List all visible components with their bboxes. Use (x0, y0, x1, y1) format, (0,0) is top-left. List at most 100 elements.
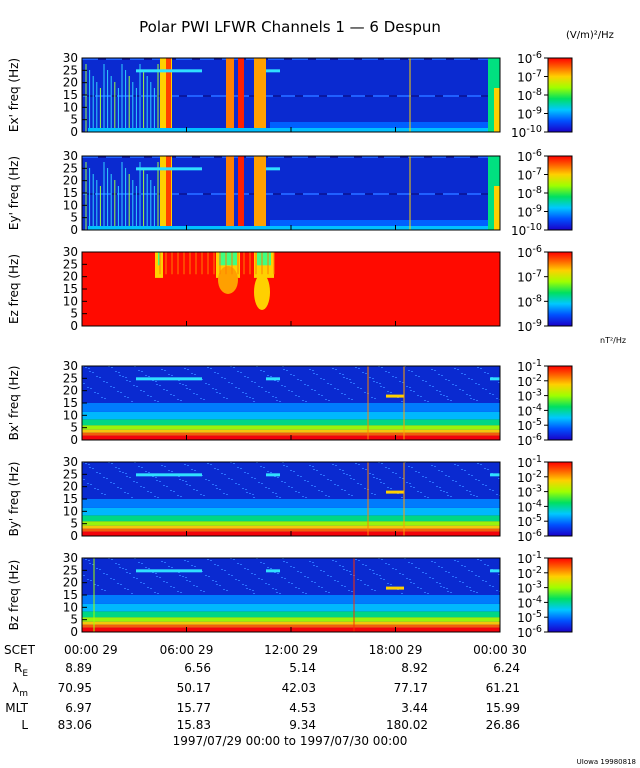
y-tick-label: 15 (63, 186, 78, 200)
spectrogram-image (82, 58, 500, 132)
y-tick-label: 10 (63, 100, 78, 114)
y-tick-label: 20 (63, 270, 78, 284)
colorbar-tick-label: 10-5 (517, 417, 542, 433)
colorbar-tick-label: 10-3 (517, 580, 542, 596)
y-tick-label: 15 (63, 282, 78, 296)
ephemeris-value: 15.99 (486, 701, 520, 715)
ephemeris-value: 15.83 (177, 718, 211, 732)
y-tick-label: 10 (63, 504, 78, 518)
credit-label: UIowa 19980818 (577, 758, 636, 766)
ephemeris-value: 6.24 (493, 661, 520, 675)
x-tick-label: 00:00 29 (64, 643, 118, 657)
y-tick-label: 25 (63, 161, 78, 175)
spectrogram-image (82, 558, 500, 632)
y-tick-label: 5 (70, 613, 78, 627)
y-tick-label: 15 (63, 396, 78, 410)
colorbar: 10-6 10-7 10-8 10-9 10-10 (511, 50, 573, 140)
colorbar-tick-label: 10-1 (517, 454, 542, 470)
y-tick-label: 10 (63, 408, 78, 422)
colorbar-tick-label: 10-4 (517, 498, 542, 514)
colorbar-tick-label: 10-6 (517, 528, 542, 544)
spectrogram-image (82, 252, 500, 326)
colorbar-tick-label: 10-5 (517, 609, 542, 625)
colorbar-tick-label: 10-6 (517, 432, 542, 448)
colorbar-tick-label: 10-2 (517, 469, 542, 485)
y-tick-label: 0 (70, 433, 78, 447)
y-tick-label: 0 (70, 625, 78, 639)
date-range: 1997/07/29 00:00 to 1997/07/30 00:00 (173, 734, 408, 748)
y-tick-label: 20 (63, 384, 78, 398)
y-tick-label: 0 (70, 125, 78, 139)
y-tick-label: 0 (70, 319, 78, 333)
colorbar: 10-6 10-7 10-8 10-9 (517, 244, 573, 334)
y-axis-label: By' freq (Hz) (7, 462, 21, 537)
ephemeris-value: 6.97 (65, 701, 92, 715)
colorbar-tick-label: 10-6 (517, 244, 542, 260)
colorbar: 10-110-210-310-410-510-6 (517, 358, 573, 448)
y-axis-label: Bx' freq (Hz) (7, 366, 21, 441)
colorbar-tick-label: 10-9 (517, 106, 542, 122)
colorbar-tick-label: 10-3 (517, 484, 542, 500)
ephemeris-value: 77.17 (394, 681, 428, 695)
ephemeris-value: 6.56 (184, 661, 211, 675)
electric-unit-label: (V/m)²/Hz (566, 30, 614, 41)
colorbar-tick-label: 10-6 (517, 50, 542, 66)
ephemeris-value: 180.02 (386, 718, 428, 732)
y-axis-label: Ex' freq (Hz) (7, 58, 21, 132)
ephemeris-value: 15.77 (177, 701, 211, 715)
ephemeris-value: 61.21 (486, 681, 520, 695)
y-tick-label: 10 (63, 600, 78, 614)
colorbar-tick-label: 10-9 (517, 318, 542, 334)
colorbar-tick-label: 10-8 (517, 185, 542, 201)
y-tick-label: 25 (63, 63, 78, 77)
colorbar-tick-label: 10-2 (517, 373, 542, 389)
ephemeris-value: 9.34 (289, 718, 316, 732)
ephemeris-label: λm (12, 681, 28, 699)
colorbar-tick-label: 10-10 (511, 124, 542, 140)
ephemeris-label: L (21, 718, 28, 732)
spectrogram-image (82, 156, 500, 230)
ephemeris-value: 3.44 (401, 701, 428, 715)
y-axis-label: Ey' freq (Hz) (7, 156, 21, 230)
ephemeris-value: 83.06 (58, 718, 92, 732)
y-tick-label: 5 (70, 211, 78, 225)
ephemeris-value: 42.03 (282, 681, 316, 695)
magnetic-unit-label: nT²/Hz (600, 336, 626, 345)
ephemeris-label: RE (14, 661, 28, 679)
y-tick-label: 25 (63, 371, 78, 385)
y-axis-label: Bz freq (Hz) (7, 560, 21, 631)
colorbar-tick-label: 10-9 (517, 204, 542, 220)
x-tick-label: 18:00 29 (369, 643, 423, 657)
colorbar-tick-label: 10-7 (517, 69, 542, 85)
y-tick-label: 30 (63, 51, 78, 65)
y-tick-label: 20 (63, 76, 78, 90)
y-tick-label: 0 (70, 223, 78, 237)
y-tick-label: 30 (63, 245, 78, 259)
y-tick-label: 30 (63, 149, 78, 163)
y-tick-label: 5 (70, 517, 78, 531)
ephemeris-table: RE 8.89 6.56 5.14 8.92 6.24 λm 70.95 50.17 42.03 7… (5, 661, 520, 732)
y-tick-label: 20 (63, 576, 78, 590)
figure-title: Polar PWI LFWR Channels 1 — 6 Despun (139, 18, 441, 36)
ephemeris-value: 26.86 (486, 718, 520, 732)
y-tick-label: 5 (70, 421, 78, 435)
scet-label: SCET (4, 643, 36, 657)
y-tick-label: 30 (63, 359, 78, 373)
y-tick-label: 10 (63, 198, 78, 212)
spectrogram-image (82, 366, 500, 440)
ephemeris-value: 50.17 (177, 681, 211, 695)
y-tick-label: 15 (63, 88, 78, 102)
x-tick-label: 12:00 29 (264, 643, 318, 657)
colorbar-tick-label: 10-8 (517, 293, 542, 309)
colorbar-tick-label: 10-6 (517, 148, 542, 164)
x-tick-label: 06:00 29 (160, 643, 214, 657)
colorbar-tick-label: 10-5 (517, 513, 542, 529)
colorbar: 10-110-210-310-410-510-6 (517, 550, 573, 640)
ephemeris-label: MLT (5, 701, 28, 715)
y-tick-label: 5 (70, 307, 78, 321)
